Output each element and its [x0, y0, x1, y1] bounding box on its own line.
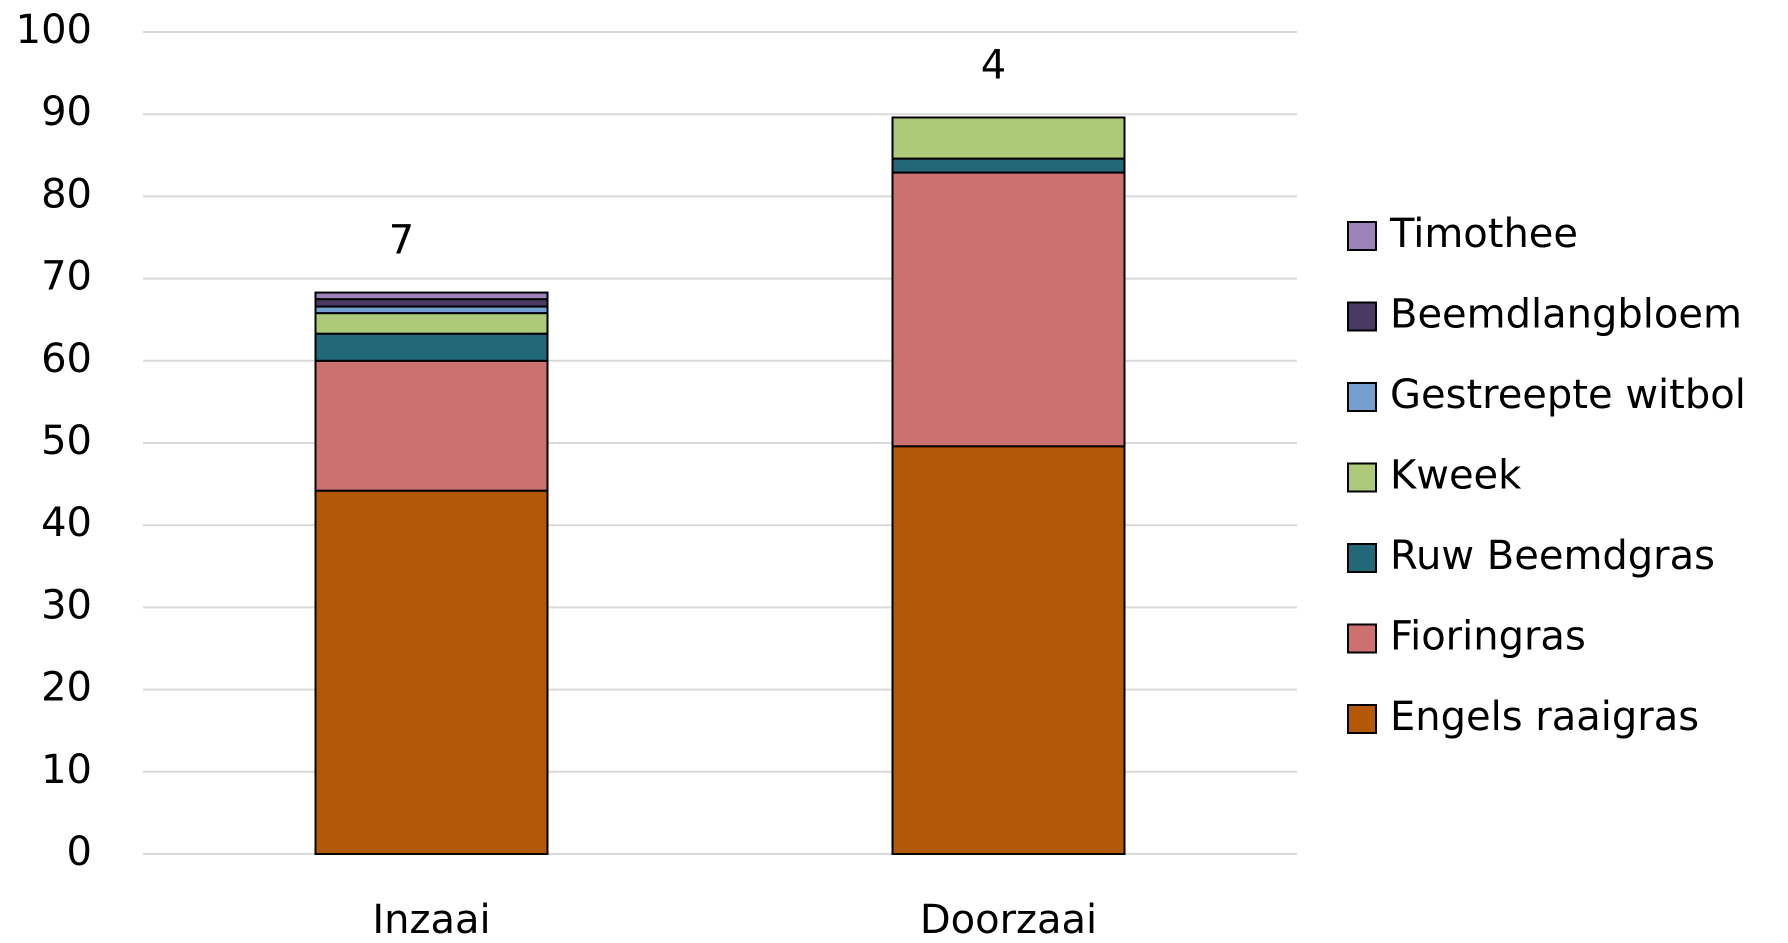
- y-tick-label: 90: [41, 89, 92, 135]
- y-tick-label: 70: [41, 254, 92, 300]
- bar-segment: [314, 359, 549, 492]
- legend-swatch: [1347, 462, 1377, 493]
- bar-segment: [314, 298, 549, 308]
- y-tick-label: 50: [41, 418, 92, 464]
- legend-label: Timothee: [1389, 211, 1578, 257]
- legend-swatch: [1347, 543, 1377, 573]
- x-tick-label: Doorzaai: [920, 897, 1097, 943]
- bar-segment: [314, 312, 549, 335]
- y-tick-label: 20: [41, 665, 92, 711]
- legend-label: Ruw Beemdgras: [1390, 533, 1715, 579]
- bar-segment: [891, 157, 1126, 174]
- legend-swatch: [1347, 221, 1377, 251]
- y-tick-label: 60: [41, 336, 92, 382]
- legend-swatch: [1347, 301, 1377, 332]
- bar-annotation: 7: [389, 218, 414, 264]
- legend-label: Engels raaigras: [1390, 694, 1699, 740]
- bar-annotation: 4: [981, 42, 1006, 88]
- bar-segment: [314, 291, 549, 301]
- y-tick-label: 40: [41, 500, 92, 546]
- bar-segment: [891, 171, 1126, 448]
- legend-swatch: [1347, 623, 1377, 654]
- bar-segment: [314, 489, 549, 855]
- legend-swatch: [1347, 382, 1377, 412]
- y-tick-label: 100: [16, 7, 92, 53]
- y-tick-label: 80: [41, 171, 92, 217]
- bar-segment: [891, 116, 1126, 160]
- legend-label: Beemdlangbloem: [1390, 292, 1742, 338]
- bar-segment: [314, 332, 549, 362]
- legend-label: Fioringras: [1390, 614, 1586, 660]
- legend-label: Gestreepte witbol: [1390, 372, 1746, 418]
- y-tick-label: 30: [41, 582, 92, 628]
- x-tick-label: Inzaai: [372, 897, 490, 943]
- bar-segment: [891, 445, 1126, 855]
- y-tick-label: 10: [41, 747, 92, 793]
- legend-swatch: [1347, 704, 1377, 734]
- legend-label: Kweek: [1390, 453, 1522, 499]
- y-tick-label: 0: [67, 829, 92, 875]
